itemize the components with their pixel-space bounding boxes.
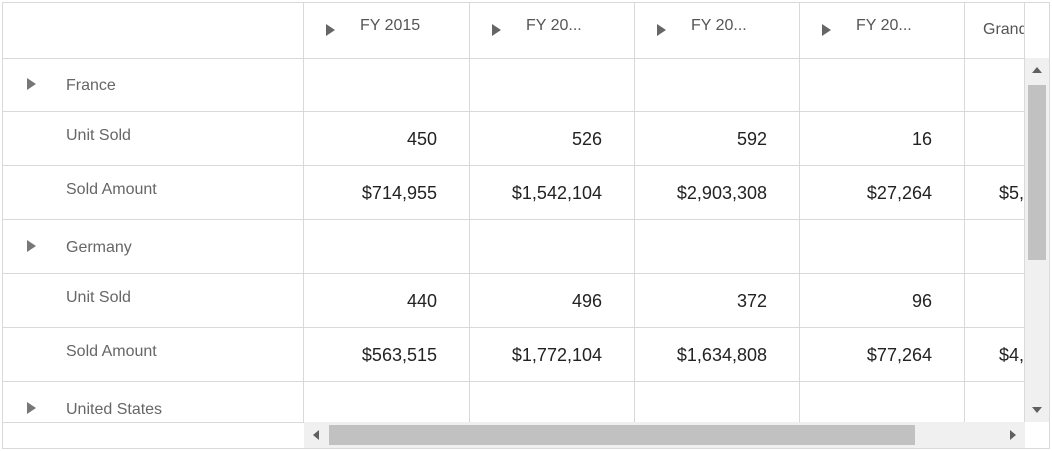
arrow-right-icon[interactable] <box>1010 430 1016 440</box>
value-cell[interactable] <box>635 382 800 422</box>
vertical-scrollbar[interactable] <box>1025 58 1049 422</box>
column-header-grand-total[interactable]: Grand Total <box>965 3 1025 58</box>
value-cell-grand-total[interactable] <box>965 112 1025 165</box>
column-header-fy2018[interactable]: FY 20... <box>800 3 965 58</box>
value-cell[interactable] <box>304 220 470 273</box>
row-header-label: Sold Amount <box>66 181 157 198</box>
value-cell[interactable]: 450 <box>304 112 470 165</box>
row-header-cell[interactable]: Sold Amount <box>3 328 304 381</box>
value-cell[interactable] <box>470 382 635 422</box>
row-header-label: France <box>66 77 116 94</box>
table-row-group-france: France <box>3 58 1025 112</box>
caret-right-icon[interactable] <box>27 402 36 414</box>
caret-right-icon[interactable] <box>822 24 831 36</box>
frozen-column-footer <box>3 422 304 448</box>
vertical-scroll-thumb[interactable] <box>1028 85 1046 260</box>
value-cell[interactable] <box>470 220 635 273</box>
value-cell[interactable]: 526 <box>470 112 635 165</box>
value-cell-grand-total[interactable]: $4, <box>965 328 1025 381</box>
value-cell[interactable] <box>800 58 965 111</box>
row-header-cell[interactable]: Germany <box>3 220 304 273</box>
column-header-label: FY 20... <box>691 17 747 34</box>
arrow-up-icon[interactable] <box>1032 67 1042 73</box>
value-cell[interactable]: $1,772,104 <box>470 328 635 381</box>
value-cell[interactable]: 16 <box>800 112 965 165</box>
value-cell[interactable]: 372 <box>635 274 800 327</box>
value-cell[interactable]: $563,515 <box>304 328 470 381</box>
caret-right-icon[interactable] <box>27 78 36 90</box>
column-header-row: FY 2015 FY 20... FY 20... FY 20... Grand… <box>3 3 1049 59</box>
value-cell[interactable] <box>304 382 470 422</box>
row-header-cell[interactable]: Unit Sold <box>3 112 304 165</box>
scrollbar-corner <box>1025 422 1049 448</box>
row-header-label: Germany <box>66 239 132 256</box>
value-cell[interactable]: 592 <box>635 112 800 165</box>
value-cell-grand-total[interactable] <box>965 274 1025 327</box>
value-cell[interactable]: $2,903,308 <box>635 166 800 219</box>
column-header-fy2015[interactable]: FY 2015 <box>304 3 470 58</box>
caret-right-icon[interactable] <box>657 24 666 36</box>
value-cell[interactable]: $1,634,808 <box>635 328 800 381</box>
value-cell[interactable]: 440 <box>304 274 470 327</box>
value-cell-grand-total[interactable] <box>965 382 1025 422</box>
table-body: France Unit Sold 450 526 592 16 Sold Amo… <box>3 58 1025 422</box>
value-cell[interactable] <box>635 58 800 111</box>
arrow-left-icon[interactable] <box>313 430 319 440</box>
column-header-fy2016[interactable]: FY 20... <box>470 3 635 58</box>
row-header-cell[interactable]: Sold Amount <box>3 166 304 219</box>
row-header-cell[interactable]: France <box>3 58 304 111</box>
row-header-cell[interactable]: Unit Sold <box>3 274 304 327</box>
row-header-label: United States <box>66 401 163 418</box>
column-header-label: Grand Total <box>983 21 1025 38</box>
table-row-group-germany: Germany <box>3 220 1025 274</box>
column-header-label: FY 20... <box>526 17 582 34</box>
value-cell[interactable] <box>470 58 635 111</box>
table-row-measure: Unit Sold 450 526 592 16 <box>3 112 1025 166</box>
table-row-measure: Sold Amount $714,955 $1,542,104 $2,903,3… <box>3 166 1025 220</box>
value-cell[interactable] <box>635 220 800 273</box>
horizontal-scroll-thumb[interactable] <box>329 425 915 445</box>
caret-right-icon[interactable] <box>326 24 335 36</box>
column-header-fy2017[interactable]: FY 20... <box>635 3 800 58</box>
row-header-label: Sold Amount <box>66 343 157 360</box>
value-cell[interactable]: $714,955 <box>304 166 470 219</box>
column-header-label: FY 20... <box>856 17 912 34</box>
caret-right-icon[interactable] <box>492 24 501 36</box>
table-row-measure: Unit Sold 440 496 372 96 <box>3 274 1025 328</box>
value-cell[interactable]: 96 <box>800 274 965 327</box>
column-header-label: FY 2015 <box>360 17 421 34</box>
caret-right-icon[interactable] <box>27 240 36 252</box>
value-cell-grand-total[interactable]: $5, <box>965 166 1025 219</box>
value-cell[interactable]: $77,264 <box>800 328 965 381</box>
table-row-group-united-states: United States <box>3 382 1025 422</box>
value-cell[interactable]: $1,542,104 <box>470 166 635 219</box>
header-corner-cell <box>3 3 304 58</box>
row-header-label: Unit Sold <box>66 289 131 306</box>
arrow-down-icon[interactable] <box>1032 407 1042 413</box>
table-row-measure: Sold Amount $563,515 $1,772,104 $1,634,8… <box>3 328 1025 382</box>
horizontal-scrollbar[interactable] <box>304 422 1025 448</box>
value-cell[interactable] <box>800 220 965 273</box>
value-cell[interactable] <box>800 382 965 422</box>
value-cell[interactable]: $27,264 <box>800 166 965 219</box>
value-cell[interactable] <box>304 58 470 111</box>
value-cell-grand-total[interactable] <box>965 220 1025 273</box>
row-header-label: Unit Sold <box>66 127 131 144</box>
value-cell-grand-total[interactable] <box>965 58 1025 111</box>
value-cell[interactable]: 496 <box>470 274 635 327</box>
row-header-cell[interactable]: United States <box>3 382 304 422</box>
